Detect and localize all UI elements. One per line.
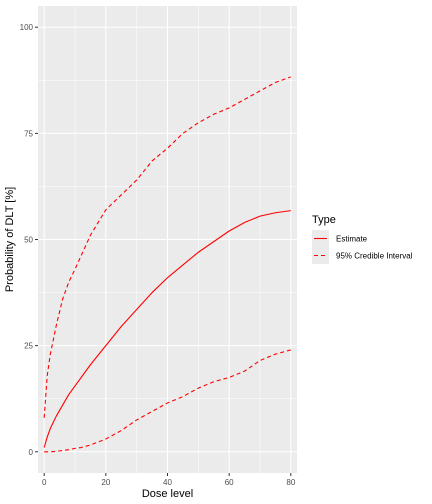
x-tick-label: 80 [286, 478, 295, 487]
series-line-estimate [43, 210, 291, 448]
y-tick-label: 75 [24, 129, 33, 138]
x-axis-title: Dose level [142, 488, 193, 500]
series-line-upper-credible-bound [43, 76, 292, 418]
legend-label-credible-interval: 95% Credible Interval [336, 252, 413, 261]
series-line-lower-credible-bound [44, 349, 291, 453]
y-axis: 0 25 50 75 100 [20, 23, 38, 457]
x-tick-label: 0 [42, 478, 47, 487]
y-tick-label: 100 [20, 23, 34, 32]
y-tick-label: 0 [29, 448, 34, 457]
grid-major [38, 6, 297, 473]
series-layer [43, 76, 292, 453]
x-tick-label: 60 [225, 478, 234, 487]
y-axis-title: Probability of DLT [%] [4, 187, 16, 292]
y-tick-label: 50 [24, 236, 33, 245]
x-tick-label: 40 [163, 478, 172, 487]
x-axis: 0 20 40 60 80 [42, 473, 296, 487]
x-tick-label: 20 [101, 478, 110, 487]
y-tick-label: 25 [24, 342, 33, 351]
legend-title: Type [312, 214, 336, 226]
legend-key-credible-interval [312, 247, 329, 264]
legend-label-estimate: Estimate [336, 235, 368, 244]
legend-entry-credible-interval: 95% Credible Interval [312, 247, 413, 264]
legend-entry-estimate: Estimate [312, 230, 368, 247]
legend: Type Estimate 95% Credible Interval [312, 214, 413, 264]
